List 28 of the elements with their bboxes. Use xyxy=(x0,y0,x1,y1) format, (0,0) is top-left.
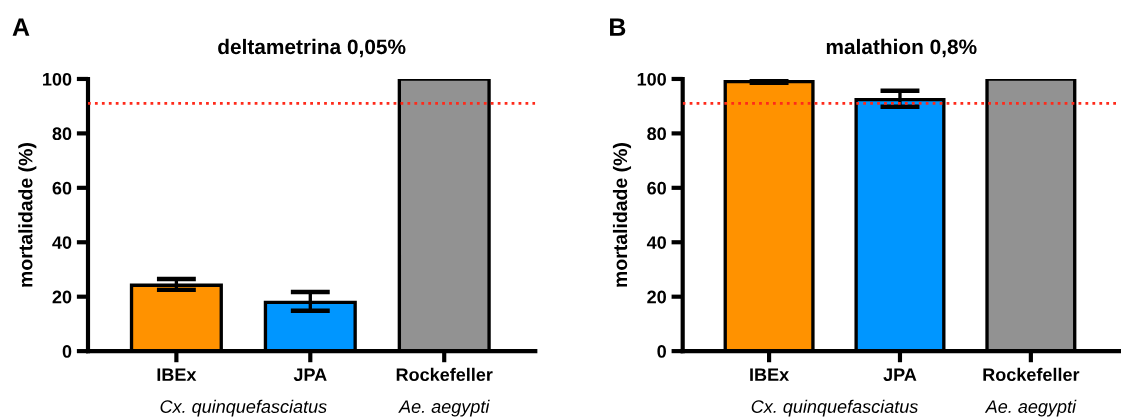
y-tick-label: 20 xyxy=(52,290,72,304)
x-tick-label: Rockefeller xyxy=(983,367,1080,382)
y-tick-label: 0 xyxy=(657,345,666,358)
x-tick-label: JPA xyxy=(293,368,327,382)
text: Ae. aegypti xyxy=(398,399,490,417)
y-tick-label: 100 xyxy=(43,72,72,86)
x-tick-label: Rockefeller xyxy=(396,367,493,382)
text: Cx. quinquefasciatus xyxy=(160,399,327,417)
y-tick-label: 100 xyxy=(637,72,666,86)
text: A xyxy=(12,18,30,36)
y-axis-title: mortalidade (%) xyxy=(612,143,632,287)
x-tick-label: IBEx xyxy=(750,368,790,381)
x-tick-label: JPA xyxy=(883,368,917,382)
y-tick-label: 80 xyxy=(52,127,72,141)
chart-title: deltametrina 0,05% xyxy=(218,38,406,58)
y-tick-label: 60 xyxy=(52,181,72,195)
y-tick-label: 60 xyxy=(647,181,666,195)
y-tick-label: 0 xyxy=(62,345,72,358)
text: Ae. aegypti xyxy=(984,399,1077,417)
chart-title: malathion 0,8% xyxy=(826,38,977,58)
text: B xyxy=(610,18,626,36)
y-tick-label: 40 xyxy=(52,236,72,249)
y-tick-label: 80 xyxy=(647,127,666,141)
x-tick-label: IBEx xyxy=(157,368,197,381)
y-axis-title: mortalidade (%) xyxy=(18,143,37,287)
y-tick-label: 40 xyxy=(646,236,666,249)
text: Cx. quinquefasciatus xyxy=(751,399,918,417)
y-tick-label: 20 xyxy=(647,290,666,304)
